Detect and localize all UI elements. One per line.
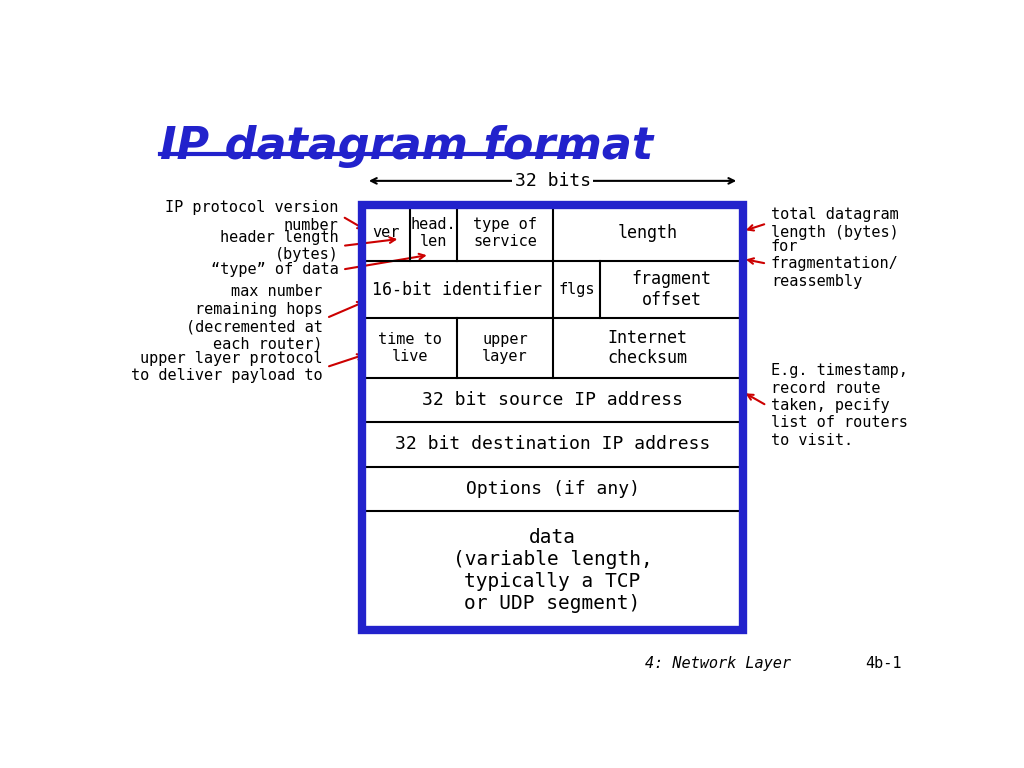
Text: flgs: flgs xyxy=(558,283,595,297)
Text: time to
live: time to live xyxy=(378,332,441,364)
Text: 4: Network Layer: 4: Network Layer xyxy=(645,656,791,670)
Text: IP protocol version
number: IP protocol version number xyxy=(165,200,338,233)
Text: IP datagram format: IP datagram format xyxy=(160,124,653,167)
Text: Options (if any): Options (if any) xyxy=(466,480,640,498)
Text: head.
len: head. len xyxy=(411,217,457,249)
Text: header length
(bytes): header length (bytes) xyxy=(220,230,338,262)
Text: upper
layer: upper layer xyxy=(482,332,527,364)
Text: max number
remaining hops
(decremented at
each router): max number remaining hops (decremented a… xyxy=(185,284,323,352)
Text: 32 bit source IP address: 32 bit source IP address xyxy=(422,391,683,409)
Text: length: length xyxy=(617,224,678,242)
Bar xyxy=(362,204,743,631)
Text: Internet
checksum: Internet checksum xyxy=(608,329,688,367)
Text: 4b-1: 4b-1 xyxy=(865,656,902,670)
Text: for
fragmentation/
reassembly: for fragmentation/ reassembly xyxy=(771,239,899,289)
Text: 32 bits: 32 bits xyxy=(514,172,591,190)
Text: fragment
offset: fragment offset xyxy=(632,270,712,310)
Text: total datagram
length (bytes): total datagram length (bytes) xyxy=(771,207,899,240)
Text: type of
service: type of service xyxy=(473,217,537,249)
Text: ver: ver xyxy=(373,226,399,240)
Text: 32 bit destination IP address: 32 bit destination IP address xyxy=(395,435,711,453)
Text: upper layer protocol
to deliver payload to: upper layer protocol to deliver payload … xyxy=(131,351,323,383)
Text: data
(variable length,
typically a TCP
or UDP segment): data (variable length, typically a TCP o… xyxy=(453,528,652,613)
Text: “type” of data: “type” of data xyxy=(211,262,338,277)
Text: E.g. timestamp,
record route
taken, pecify
list of routers
to visit.: E.g. timestamp, record route taken, peci… xyxy=(771,363,907,448)
Text: 16-bit identifier: 16-bit identifier xyxy=(373,281,543,299)
